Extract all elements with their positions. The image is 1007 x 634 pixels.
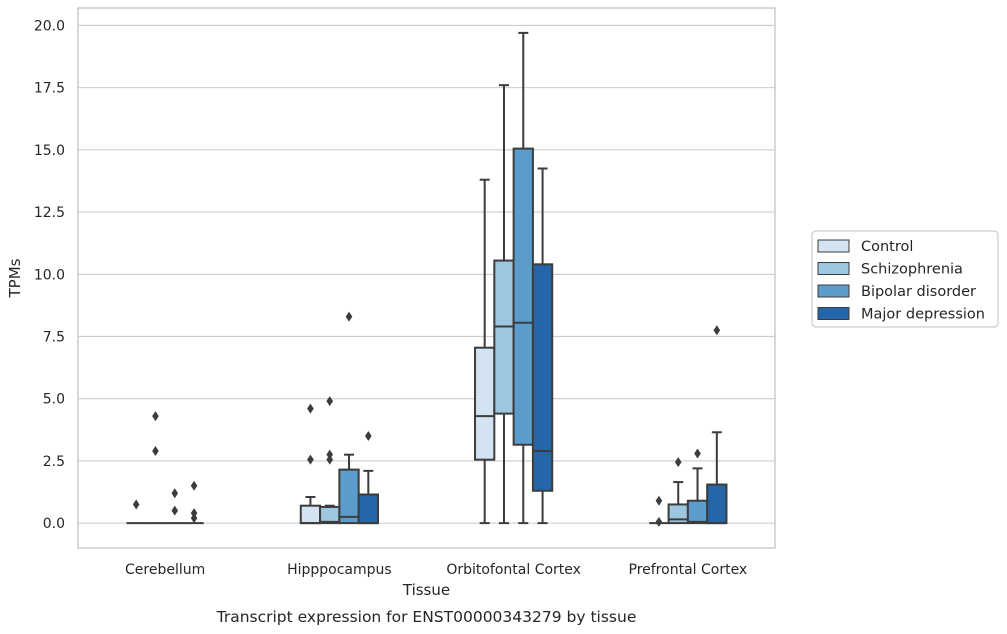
legend-swatch bbox=[817, 307, 850, 320]
box-iqr bbox=[299, 504, 322, 525]
box-iqr bbox=[512, 147, 534, 446]
outlier-point bbox=[713, 325, 721, 336]
outlier-point bbox=[152, 411, 159, 422]
legend-label: Control bbox=[861, 239, 913, 255]
y-tick-label: 15.0 bbox=[34, 143, 65, 159]
box-group bbox=[145, 411, 166, 525]
outlier-point bbox=[326, 454, 334, 465]
x-tick-label: Cerebellum bbox=[125, 562, 205, 578]
plot-frame bbox=[77, 7, 776, 549]
y-tick-label: 10.0 bbox=[34, 267, 65, 283]
outlier-point bbox=[345, 311, 353, 322]
category-group bbox=[474, 31, 554, 525]
legend-item: Control bbox=[817, 239, 913, 255]
x-tick-label: Prefrontal Cortex bbox=[629, 562, 748, 578]
box-iqr bbox=[686, 499, 709, 525]
legend-swatch bbox=[817, 262, 850, 275]
outlier-point bbox=[655, 516, 663, 527]
y-tick-label: 0.0 bbox=[43, 516, 65, 532]
legend-frame bbox=[811, 230, 999, 328]
box-group bbox=[357, 431, 379, 525]
category-group bbox=[299, 311, 379, 525]
y-tick-label: 12.5 bbox=[34, 205, 65, 221]
plot-area bbox=[78, 8, 775, 548]
outlier-point bbox=[326, 396, 334, 407]
outlier-point bbox=[190, 513, 198, 524]
box-iqr bbox=[531, 263, 554, 492]
box-group bbox=[338, 311, 360, 525]
y-tick-label: 17.5 bbox=[34, 81, 65, 97]
box-iqr bbox=[319, 505, 341, 525]
outlier-point bbox=[171, 488, 179, 499]
box-group bbox=[126, 499, 146, 525]
y-tick-label: 2.5 bbox=[43, 454, 65, 470]
legend-label: Bipolar disorder bbox=[861, 284, 976, 300]
box-group bbox=[319, 396, 341, 525]
outlier-point bbox=[190, 480, 198, 491]
x-axis-label: Tissue bbox=[402, 581, 450, 599]
outlier-point bbox=[365, 431, 372, 442]
legend-label: Major depression bbox=[861, 307, 985, 323]
y-axis-label: TPMs bbox=[6, 258, 24, 298]
legend-item: Bipolar disorder bbox=[817, 284, 976, 300]
y-tick-label: 5.0 bbox=[43, 392, 65, 408]
category-group bbox=[126, 411, 204, 525]
chart-caption: Transcript expression for ENST0000034327… bbox=[216, 608, 637, 626]
box-group bbox=[165, 488, 185, 525]
box-group bbox=[184, 480, 204, 525]
legend-label: Schizophrenia bbox=[861, 262, 963, 278]
box-group bbox=[706, 325, 728, 525]
outlier-point bbox=[132, 499, 140, 510]
x-tick-labels: Cerebellum Hipppocampus Orbitofontal Corte… bbox=[125, 562, 747, 578]
outlier-point bbox=[655, 495, 663, 506]
box-group bbox=[512, 31, 534, 525]
outlier-point bbox=[694, 448, 701, 459]
legend-item: Major depression bbox=[817, 307, 985, 323]
y-tick-label: 20.0 bbox=[34, 18, 65, 34]
box-iqr bbox=[474, 346, 496, 461]
outlier-point bbox=[171, 505, 179, 516]
box-group bbox=[474, 178, 496, 525]
box-series-layer bbox=[126, 31, 728, 527]
y-tick-label: 7.5 bbox=[43, 329, 65, 345]
legend-item: Schizophrenia bbox=[817, 262, 963, 278]
outlier-point bbox=[152, 445, 159, 456]
box-iqr bbox=[706, 483, 728, 525]
legend-swatch bbox=[817, 284, 850, 298]
outlier-point bbox=[674, 457, 682, 468]
box-iqr bbox=[493, 259, 515, 415]
x-tick-label: Orbitofontal Cortex bbox=[446, 562, 581, 578]
y-tick-labels: 0.0 2.5 5.0 7.5 10.0 12.5 15.0 17.5 20.0 bbox=[34, 18, 65, 532]
outlier-point bbox=[307, 454, 314, 465]
plot-background bbox=[78, 8, 775, 548]
box-group bbox=[493, 84, 515, 525]
x-tick-label: Hipppocampus bbox=[287, 562, 392, 578]
box-group bbox=[667, 457, 689, 525]
plot-border bbox=[77, 7, 776, 549]
legend: Control Schizophrenia Bipolar disorder Majo… bbox=[811, 230, 999, 328]
category-group bbox=[649, 325, 728, 527]
y-gridlines bbox=[78, 24, 775, 524]
outlier-point bbox=[307, 403, 314, 414]
box-group bbox=[531, 167, 554, 525]
box-group bbox=[649, 495, 669, 527]
legend-swatch bbox=[817, 239, 850, 253]
box-iqr bbox=[357, 493, 379, 525]
box-iqr bbox=[338, 468, 360, 525]
